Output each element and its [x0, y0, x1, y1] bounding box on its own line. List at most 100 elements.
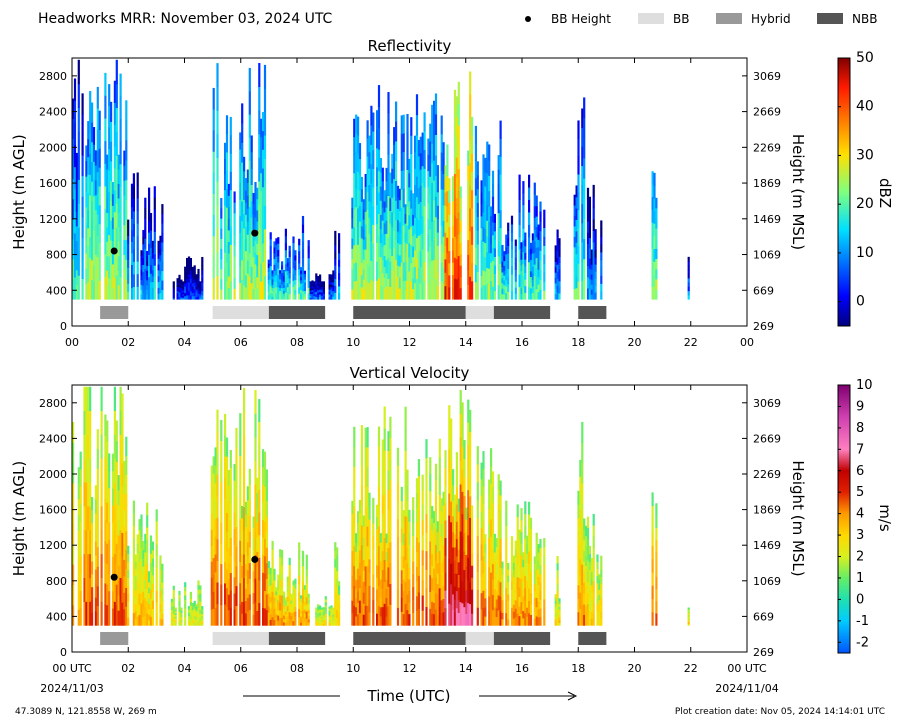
- heatmap-cell: [522, 566, 525, 575]
- heatmap-cell: [189, 605, 192, 610]
- heatmap-cell: [535, 588, 538, 598]
- heatmap-cell: [452, 250, 455, 263]
- legend-swatch: [638, 13, 664, 24]
- heatmap-cell: [319, 613, 322, 616]
- heatmap-cell: [224, 583, 227, 605]
- heatmap-cell: [415, 114, 419, 136]
- heatmap-cell: [355, 588, 358, 599]
- heatmap-cell: [524, 279, 527, 287]
- heatmap-cell: [497, 155, 500, 170]
- x-tick-label: 00 UTC: [727, 662, 767, 675]
- heatmap-cell: [355, 225, 358, 245]
- heatmap-cell: [383, 288, 386, 300]
- heatmap-cell: [376, 242, 379, 262]
- heatmap-cell: [600, 283, 603, 292]
- heatmap-cell: [531, 259, 534, 267]
- heatmap-cell: [212, 574, 215, 592]
- heatmap-cell: [469, 185, 472, 209]
- heatmap-cell: [402, 188, 405, 208]
- heatmap-cell: [284, 608, 287, 612]
- heatmap-cell: [480, 180, 483, 193]
- heatmap-cell: [263, 111, 267, 136]
- heatmap-cell: [300, 616, 303, 620]
- heatmap-cell: [573, 236, 576, 248]
- heatmap-cell: [488, 567, 491, 582]
- heatmap-cell: [368, 217, 371, 235]
- heatmap-cell: [529, 254, 533, 261]
- heatmap-cell: [273, 287, 276, 294]
- heatmap-cell: [499, 581, 502, 597]
- heatmap-cell: [106, 420, 109, 442]
- heatmap-cell: [353, 208, 356, 228]
- heatmap-cell: [243, 171, 246, 186]
- heatmap-cell: [322, 612, 325, 615]
- heatmap-cell: [465, 613, 468, 626]
- heatmap-cell: [362, 581, 365, 593]
- heatmap-cell: [201, 613, 204, 617]
- heatmap-cell: [244, 588, 248, 601]
- heatmap-cell: [459, 484, 462, 509]
- heatmap-cell: [149, 212, 153, 222]
- heatmap-cell: [586, 581, 590, 594]
- heatmap-cell: [338, 272, 341, 280]
- heatmap-cell: [510, 274, 514, 283]
- heatmap-cell: [387, 92, 390, 114]
- heatmap-cell: [526, 544, 529, 554]
- heatmap-cell: [334, 550, 337, 560]
- heatmap-cell: [334, 608, 337, 618]
- heatmap-cell: [193, 615, 196, 619]
- heatmap-cell: [292, 585, 295, 590]
- heatmap-cell: [140, 274, 143, 281]
- heatmap-cell: [125, 512, 128, 532]
- heatmap-cell: [444, 590, 447, 609]
- heatmap-cell: [377, 545, 381, 567]
- heatmap-cell: [501, 599, 504, 607]
- heatmap-cell: [351, 587, 354, 601]
- x-tick-label: 18: [571, 336, 585, 349]
- heatmap-cell: [377, 585, 381, 606]
- heatmap-cell: [501, 567, 504, 575]
- heatmap-cell: [600, 275, 603, 284]
- heatmap-cell: [389, 185, 392, 199]
- heatmap-cell: [387, 489, 390, 510]
- heatmap-cell: [248, 594, 251, 611]
- heatmap-cell: [400, 170, 403, 190]
- heatmap-cell: [288, 267, 291, 273]
- heatmap-cell: [258, 444, 261, 468]
- heatmap-cell: [436, 614, 439, 626]
- heatmap-cell: [423, 149, 426, 169]
- heatmap-cell: [265, 562, 268, 579]
- heatmap-cell: [96, 86, 99, 109]
- heatmap-cell: [412, 535, 415, 549]
- heatmap-cell: [353, 263, 356, 282]
- heatmap-cell: [391, 211, 394, 227]
- heatmap-cell: [516, 576, 519, 590]
- heatmap-cell: [520, 287, 523, 294]
- heatmap-cell: [216, 517, 219, 540]
- heatmap-cell: [197, 616, 200, 622]
- heatmap-cell: [425, 476, 428, 496]
- heatmap-cell: [87, 386, 90, 412]
- heatmap-cell: [358, 158, 362, 175]
- heatmap-cell: [94, 239, 97, 255]
- heatmap-cell: [265, 469, 268, 486]
- heatmap-cell: [406, 262, 409, 282]
- heatmap-cell: [123, 224, 126, 241]
- heatmap-cell: [482, 212, 485, 228]
- heatmap-cell: [554, 600, 557, 604]
- heatmap-cell: [317, 280, 320, 284]
- heatmap-cell: [281, 284, 284, 289]
- heatmap-cell: [96, 605, 99, 626]
- heatmap-cell: [227, 206, 230, 219]
- heatmap-cell: [368, 519, 371, 533]
- heatmap-cell: [315, 621, 318, 624]
- heatmap-cell: [533, 604, 536, 612]
- heatmap-cell: [271, 279, 274, 283]
- heatmap-cell: [406, 500, 409, 517]
- heatmap-cell: [404, 223, 407, 234]
- heatmap-cell: [210, 513, 213, 530]
- heatmap-cell: [148, 288, 151, 300]
- heatmap-cell: [452, 515, 455, 532]
- heatmap-cell: [355, 114, 358, 134]
- heatmap-cell: [254, 389, 257, 414]
